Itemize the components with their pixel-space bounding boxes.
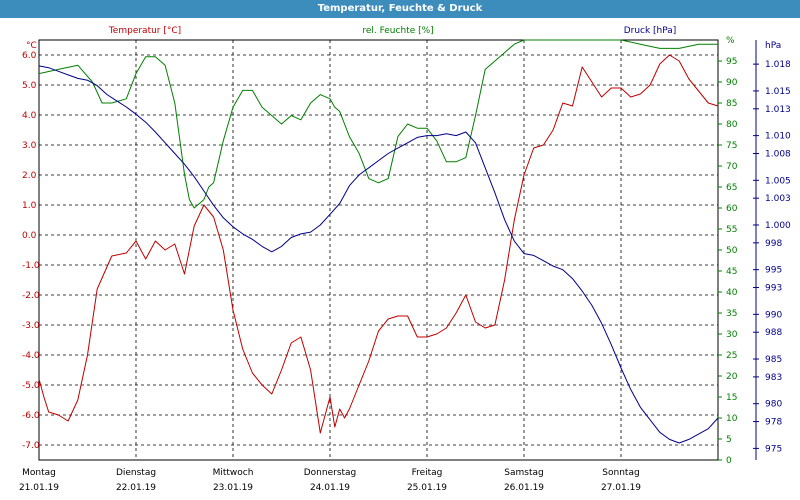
- pressure-tick-label: 983: [765, 373, 782, 383]
- temperature-tick-label: -3.0: [22, 321, 40, 331]
- humidity-tick-label: 5: [726, 435, 732, 445]
- x-axis-day-label: Sonntag: [602, 468, 639, 478]
- temperature-tick-label: -7.0: [22, 441, 40, 451]
- x-axis-day-label: Mittwoch: [213, 468, 254, 478]
- grid-lines: [39, 40, 718, 460]
- pressure-tick-label: 985: [765, 355, 782, 365]
- pressure-tick-label: 988: [765, 328, 782, 338]
- humidity-tick-label: 10: [726, 414, 738, 424]
- temperature-tick-label: -1.0: [22, 261, 40, 271]
- pressure-tick-label: 998: [765, 239, 782, 249]
- pressure-tick-label: 993: [765, 284, 782, 294]
- x-axis-day-label: Donnerstag: [304, 468, 357, 478]
- temperature-tick-label: 6.0: [22, 51, 37, 61]
- x-axis-day-label: Dienstag: [116, 468, 156, 478]
- temperature-series-label: Temperatur [°C]: [108, 26, 181, 36]
- pressure-tick-label: 978: [765, 418, 782, 428]
- humidity-tick-label: 70: [726, 162, 738, 172]
- temperature-series-line: [38, 54, 719, 434]
- humidity-tick-label: 95: [726, 57, 737, 67]
- pressure-tick-label: 1.018: [765, 60, 791, 70]
- humidity-series-label: rel. Feuchte [%]: [362, 26, 433, 36]
- x-axis-date-label: 23.01.19: [213, 483, 253, 493]
- humidity-tick-label: 80: [726, 120, 738, 130]
- temperature-tick-label: 3.0: [22, 141, 37, 151]
- temperature-tick-label: -5.0: [22, 381, 40, 391]
- pressure-series-label: Druck [hPa]: [624, 26, 677, 36]
- temperature-tick-label: -4.0: [22, 351, 40, 361]
- temperature-axis-ticks: 6.0 5.0 4.0 3.0 2.0 1.0 0.0 -1.0 -2.0 -3.0 -4.0 -5.…: [22, 51, 40, 451]
- temperature-tick-label: 2.0: [22, 171, 37, 181]
- x-axis-date-label: 24.01.19: [310, 483, 350, 493]
- humidity-unit-label: %: [726, 36, 735, 46]
- weather-chart: 6.0 5.0 4.0 3.0 2.0 1.0 0.0 -1.0 -2.0 -3.0 -4.0 -5.…: [19, 26, 791, 493]
- series-layer: [38, 39, 719, 444]
- pressure-tick-label: 1.003: [765, 194, 791, 204]
- chart-title: Temperatur, Feuchte & Druck: [0, 0, 800, 18]
- axis-headers: °C Temperatur [°C] rel. Feuchte [%] Druc…: [26, 26, 781, 51]
- humidity-tick-label: 90: [726, 78, 738, 88]
- humidity-tick-label: 85: [726, 99, 737, 109]
- humidity-tick-label: 55: [726, 225, 737, 235]
- temperature-unit-label: °C: [26, 41, 37, 51]
- humidity-tick-label: 0: [726, 456, 732, 466]
- temperature-tick-label: -6.0: [22, 411, 40, 421]
- x-axis-date-label: 27.01.19: [601, 483, 641, 493]
- humidity-tick-label: 30: [726, 330, 738, 340]
- humidity-tick-label: 65: [726, 183, 737, 193]
- pressure-tick-label: 980: [765, 400, 782, 410]
- temperature-tick-label: -2.0: [22, 291, 40, 301]
- x-axis-day-label: Montag: [22, 468, 56, 478]
- humidity-tick-label: 45: [726, 267, 737, 277]
- humidity-tick-label: 40: [726, 288, 738, 298]
- humidity-axis-ticks: 0 5 10 15 20 25 30 35 40 45 50 55 60 65 70 75 80 85 90 95%: [718, 36, 738, 466]
- humidity-tick-label: 15: [726, 393, 737, 403]
- humidity-tick-label: 35: [726, 309, 737, 319]
- x-axis-date-label: 26.01.19: [504, 483, 544, 493]
- humidity-tick-label: 50: [726, 246, 738, 256]
- pressure-tick-label: 1.000: [765, 221, 791, 231]
- x-axis-date-label: 22.01.19: [116, 483, 156, 493]
- x-axis-date-label: 25.01.19: [407, 483, 447, 493]
- temperature-tick-label: 5.0: [22, 81, 37, 91]
- humidity-series-line: [38, 39, 718, 209]
- pressure-tick-label: 990: [765, 310, 782, 320]
- temperature-tick-label: 1.0: [22, 201, 37, 211]
- humidity-tick-label: 60: [726, 204, 738, 214]
- pressure-tick-label: 975: [765, 444, 782, 454]
- pressure-tick-label: 1.015: [765, 87, 791, 97]
- humidity-tick-label: 25: [726, 351, 737, 361]
- x-axis-day-label: Samstag: [504, 468, 543, 478]
- humidity-tick-label: 75: [726, 141, 737, 151]
- pressure-tick-label: 1.005: [765, 176, 791, 186]
- pressure-unit-label: hPa: [765, 41, 781, 51]
- pressure-tick-label: 1.013: [765, 105, 791, 115]
- x-axis-day-label: Freitag: [412, 468, 443, 478]
- x-axis-ticks: Montag 21.01.19 Dienstag 22.01.19 Mittwoch 23…: [19, 468, 641, 493]
- x-axis-date-label: 21.01.19: [19, 483, 59, 493]
- pressure-axis-ticks: 1.018 1.015 1.013 1.010 1.008 1.005 1.003 1.000…: [753, 40, 791, 460]
- pressure-tick-label: 1.010: [765, 132, 791, 142]
- temperature-tick-label: 0.0: [22, 231, 37, 241]
- pressure-tick-label: 995: [765, 266, 782, 276]
- temperature-tick-label: 4.0: [22, 111, 37, 121]
- pressure-series-line: [38, 65, 719, 444]
- humidity-tick-label: 20: [726, 372, 738, 382]
- pressure-tick-label: 1.008: [765, 149, 791, 159]
